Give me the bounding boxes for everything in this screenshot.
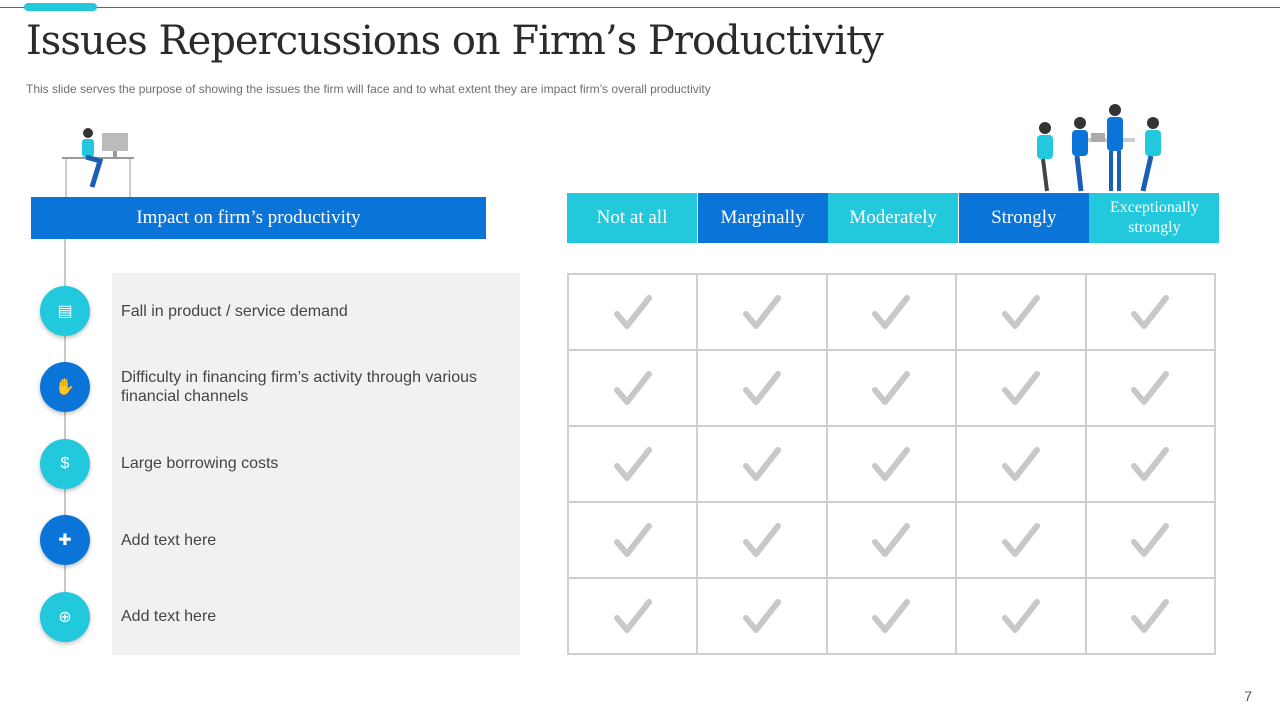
scale-header: Strongly [958, 193, 1089, 243]
scale-header: Moderately [828, 193, 959, 243]
rating-cell[interactable] [826, 426, 957, 502]
checkmark-icon [613, 599, 652, 633]
rating-cell[interactable] [568, 274, 698, 350]
rating-cell[interactable] [956, 502, 1086, 578]
checkmark-icon [1001, 599, 1040, 633]
checkmark-icon [1131, 599, 1170, 633]
rating-cell[interactable] [1085, 578, 1215, 654]
scale-header: Exceptionally strongly [1089, 193, 1220, 243]
page-number: 7 [1244, 688, 1252, 704]
checkmark-icon [613, 447, 652, 481]
person-at-desk-illustration [62, 128, 134, 197]
page-subtitle: This slide serves the purpose of showing… [26, 82, 711, 96]
checkmark-icon [872, 523, 911, 557]
rating-cell[interactable] [826, 578, 957, 654]
rating-cell[interactable] [826, 350, 957, 426]
checkmark-icon [1001, 295, 1040, 329]
issue-row: ▤ Fall in product / service demand [40, 273, 520, 349]
rating-cell[interactable] [697, 274, 827, 350]
rating-cell[interactable] [956, 426, 1086, 502]
page-title: Issues Repercussions on Firm’s Productiv… [26, 18, 884, 64]
checkmark-icon [1001, 523, 1040, 557]
checkmark-icon [1001, 371, 1040, 405]
checkmark-icon [743, 599, 782, 633]
rating-cell[interactable] [956, 350, 1086, 426]
impact-header: Impact on firm’s productivity [31, 197, 486, 239]
checkmark-icon [872, 599, 911, 633]
issue-row: ✚ Add text here [40, 502, 520, 578]
rating-cell[interactable] [697, 350, 827, 426]
hands-money-icon: ✋ [40, 362, 90, 413]
issue-row: ⊕ Add text here [40, 579, 520, 655]
impact-grid [567, 273, 1216, 655]
checkmark-icon [1131, 523, 1170, 557]
rating-cell[interactable] [568, 578, 698, 654]
checkmark-icon [743, 295, 782, 329]
checkmark-icon [1131, 447, 1170, 481]
checkmark-icon [872, 295, 911, 329]
rating-cell[interactable] [956, 578, 1086, 654]
checkmark-icon [1131, 295, 1170, 329]
checkmark-icon [872, 371, 911, 405]
checkmark-icon [1131, 371, 1170, 405]
issue-row: ✋ Difficulty in financing firm’s activity… [40, 349, 520, 425]
checkmark-icon [613, 523, 652, 557]
issue-label: Fall in product / service demand [121, 302, 348, 320]
rating-cell[interactable] [697, 578, 827, 654]
checkmark-icon [872, 447, 911, 481]
rating-cell[interactable] [956, 274, 1086, 350]
demand-chart-icon: ▤ [40, 286, 90, 336]
issue-label: Add text here [121, 608, 217, 626]
rating-cell[interactable] [1085, 274, 1215, 350]
issue-label: Large borrowing costs [121, 455, 279, 473]
issue-row: $ Large borrowing costs [40, 426, 520, 502]
scale-header: Not at all [567, 193, 697, 243]
checkmark-icon [743, 447, 782, 481]
file-plus-icon: ⊕ [40, 591, 90, 642]
top-rule [0, 7, 1280, 8]
checkmark-icon [613, 371, 652, 405]
checkmark-icon [743, 371, 782, 405]
issues-panel [112, 273, 520, 655]
checkmark-icon [1001, 447, 1040, 481]
scale-header: Marginally [697, 193, 828, 243]
issue-label: Difficulty in financing firm’s activity … [121, 369, 477, 406]
team-meeting-illustration [1037, 104, 1161, 192]
checkmark-icon [743, 523, 782, 557]
rating-cell[interactable] [568, 502, 698, 578]
document-add-icon: ✚ [40, 515, 90, 566]
accent-pill [24, 3, 97, 11]
rating-cell[interactable] [568, 350, 698, 426]
issue-label: Add text here [121, 531, 217, 549]
rating-cell[interactable] [568, 426, 698, 502]
checkmark-icon [613, 295, 652, 329]
rating-cell[interactable] [826, 274, 957, 350]
rating-cell[interactable] [1085, 502, 1215, 578]
rating-cell[interactable] [1085, 426, 1215, 502]
rating-cell[interactable] [1085, 350, 1215, 426]
rating-cell[interactable] [697, 426, 827, 502]
money-bag-hand-icon: $ [40, 438, 90, 489]
rating-cell[interactable] [697, 502, 827, 578]
rating-cell[interactable] [826, 502, 957, 578]
